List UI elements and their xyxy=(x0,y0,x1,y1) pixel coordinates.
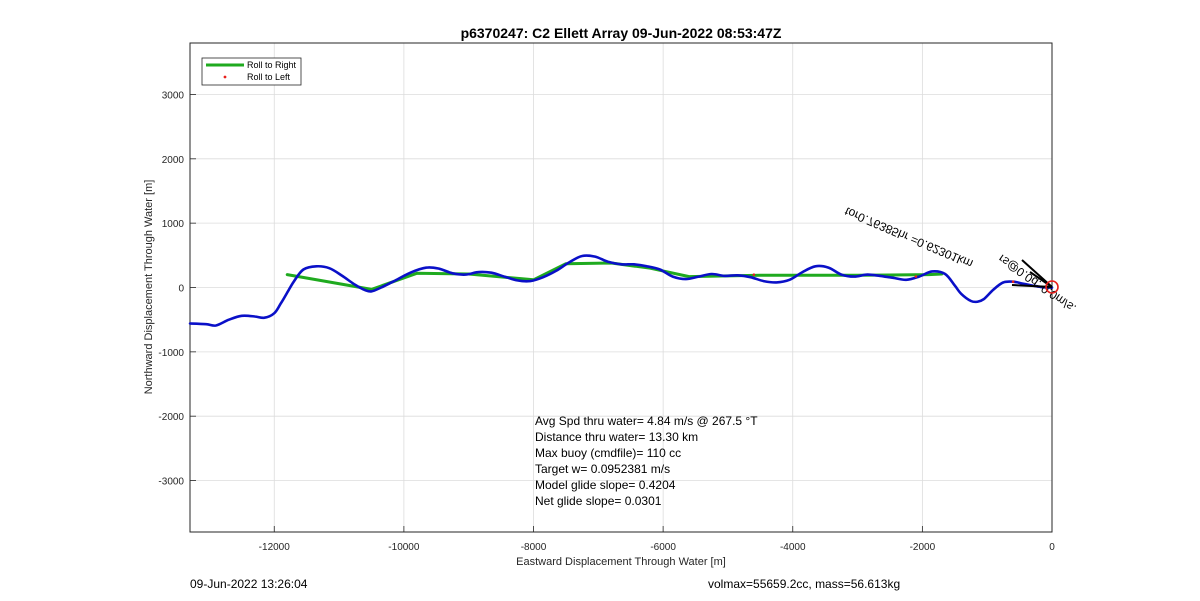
drift-annotation: tor0.76385hr =0.62301km rs@0.0d: 0.0m/s. xyxy=(843,204,1079,315)
annotation-target-w: Target w= 0.0952381 m/s xyxy=(535,462,670,476)
y-tick-label: 3000 xyxy=(162,90,185,101)
x-tick-label: -2000 xyxy=(910,542,936,553)
annotation-distance: Distance thru water= 13.30 km xyxy=(535,430,698,444)
annotation-max-buoy: Max buoy (cmdfile)= 110 cc xyxy=(535,446,681,460)
y-tick-label: 0 xyxy=(178,284,184,295)
drift-arrow-3 xyxy=(1029,271,1053,288)
end-position-marker xyxy=(1045,280,1059,294)
y-tick-label: -3000 xyxy=(158,477,184,488)
y-tick-label: 2000 xyxy=(162,155,185,166)
roll-left-point xyxy=(914,275,918,278)
grid xyxy=(190,43,1053,532)
drift-label-overlap: rs@0.0d: 0.0m/s. xyxy=(996,252,1079,316)
footer-volmax-mass: volmax=55659.2cc, mass=56.613kg xyxy=(708,577,901,591)
legend-label-roll-right: Roll to Right xyxy=(247,60,297,70)
y-tick-label: 1000 xyxy=(162,219,185,230)
y-axis-label: Northward Displacement Through Water [m] xyxy=(143,180,155,395)
roll-left-point xyxy=(1011,280,1015,284)
series-layer xyxy=(188,254,1054,327)
axis-ticks: -12000 -10000 -8000 -6000 -4000 -2000 0-3000-2… xyxy=(158,90,1055,553)
legend-label-roll-left: Roll to Left xyxy=(247,72,291,82)
x-tick-label: -10000 xyxy=(388,542,420,553)
legend: Roll to Right Roll to Left xyxy=(201,57,302,86)
annotation-model-glide: Model glide slope= 0.4204 xyxy=(535,478,676,492)
legend-swatch-roll-left xyxy=(223,75,227,79)
annotation-avg-speed: Avg Spd thru water= 4.84 m/s @ 267.5 °T xyxy=(535,414,758,428)
x-tick-label: -4000 xyxy=(780,542,806,553)
chart-title: p6370247: C2 Ellett Array 09-Jun-2022 08… xyxy=(461,25,782,41)
markers xyxy=(752,273,1015,284)
x-tick-label: -6000 xyxy=(650,542,676,553)
annotation-net-glide: Net glide slope= 0.0301 xyxy=(535,494,662,508)
footer-timestamp: 09-Jun-2022 13:26:04 xyxy=(190,577,308,591)
x-tick-label: 0 xyxy=(1049,542,1055,553)
x-tick-label: -8000 xyxy=(521,542,547,553)
x-tick-label: -12000 xyxy=(259,542,291,553)
roll-left-point xyxy=(752,273,756,276)
x-axis-label: Eastward Displacement Through Water [m] xyxy=(516,556,726,568)
y-tick-label: -1000 xyxy=(158,348,184,359)
series-line-track xyxy=(188,254,1054,327)
stats-annotation: Avg Spd thru water= 4.84 m/s @ 267.5 °T … xyxy=(535,414,758,508)
y-tick-label: -2000 xyxy=(158,412,184,423)
drift-label-rotated: tor0.76385hr =0.62301km xyxy=(843,204,975,271)
legend-box xyxy=(201,57,302,86)
